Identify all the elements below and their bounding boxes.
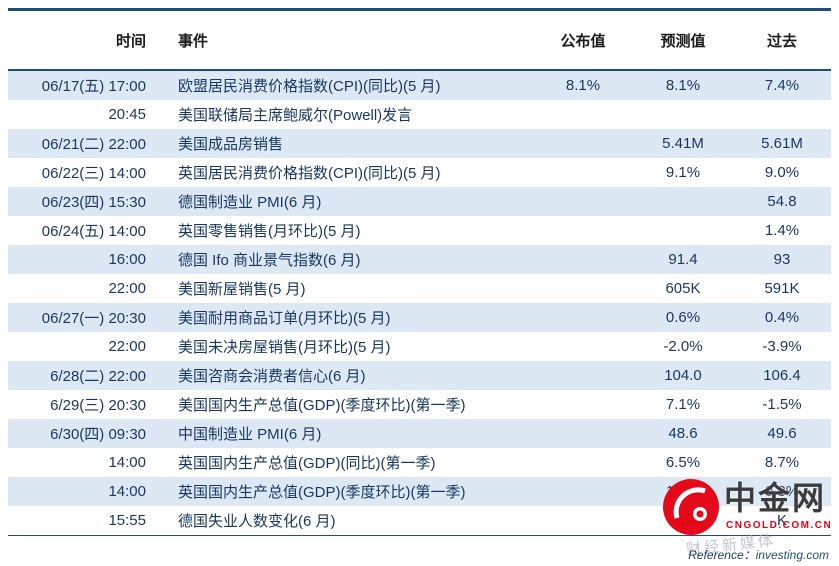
table-row: 14:00 英国国内生产总值(GDP)(季度环比)(第一季) 1.0% 0.8% bbox=[8, 477, 831, 506]
table-row: 6/29(三) 20:30 美国国内生产总值(GDP)(季度环比)(第一季) 7.1… bbox=[8, 390, 831, 419]
cell-forecast: -2.0% bbox=[663, 338, 703, 355]
table-row: 15:55 德国失业人数变化(6 月) -15 K bbox=[8, 506, 831, 535]
cell-time: 6/28(二) 22:00 bbox=[50, 368, 146, 385]
cell-forecast: 48.6 bbox=[668, 425, 698, 442]
column-header-forecast: 预测值 bbox=[660, 32, 706, 50]
cell-time: 06/17(五) 17:00 bbox=[41, 78, 146, 95]
cell-time: 14:00 bbox=[108, 454, 146, 471]
table-body: 06/17(五) 17:00 欧盟居民消费价格指数(CPI)(同比)(5 月) 8.… bbox=[8, 71, 831, 535]
table-row: 6/30(四) 09:30 中国制造业 PMI(6 月) 48.6 49.6 bbox=[8, 419, 831, 448]
table-row: 06/27(一) 20:30 美国耐用商品订单(月环比)(5 月) 0.6% 0.4% bbox=[8, 303, 831, 332]
cell-past: 49.6 bbox=[767, 425, 797, 442]
cell-forecast: 6.5% bbox=[665, 454, 701, 471]
table-header-row: 时间 事件 公布值 预测值 过去 bbox=[8, 11, 831, 71]
cell-forecast: 605K bbox=[665, 280, 701, 297]
column-header-event: 事件 bbox=[178, 32, 209, 50]
cell-event: 美国国内生产总值(GDP)(季度环比)(第一季) bbox=[178, 397, 466, 414]
reference-label: Reference： bbox=[688, 548, 756, 562]
cell-forecast: 1.0% bbox=[665, 483, 701, 500]
cell-past: 8.7% bbox=[764, 454, 800, 471]
cell-past: 0.8% bbox=[764, 483, 800, 500]
table-row: 16:00 德国 Ifo 商业景气指数(6 月) 91.4 93 bbox=[8, 245, 831, 274]
reference-line: Reference：investing.com bbox=[688, 546, 829, 563]
cell-forecast: 5.41M bbox=[662, 135, 704, 152]
cell-event: 美国咨商会消费者信心(6 月) bbox=[178, 368, 366, 385]
cell-time: 06/27(一) 20:30 bbox=[41, 310, 146, 327]
cell-event: 中国制造业 PMI(6 月) bbox=[178, 426, 322, 443]
cell-event: 欧盟居民消费价格指数(CPI)(同比)(5 月) bbox=[178, 78, 441, 95]
reference-link[interactable]: investing.com bbox=[755, 548, 829, 562]
cell-time: 22:00 bbox=[108, 280, 146, 297]
cell-past: 1.4% bbox=[764, 222, 800, 239]
cell-past: 5.61M bbox=[761, 135, 803, 152]
cell-past: -1.5% bbox=[762, 396, 802, 413]
cell-event: 美国未决房屋销售(月环比)(5 月) bbox=[178, 339, 391, 356]
cell-time: 6/29(三) 20:30 bbox=[50, 397, 146, 414]
table-row: 06/23(四) 15:30 德国制造业 PMI(6 月) 54.8 bbox=[8, 187, 831, 216]
table-row: 20:45 美国联储局主席鲍威尔(Powell)发言 bbox=[8, 100, 831, 129]
cell-time: 20:45 bbox=[108, 106, 146, 123]
cell-time: 16:00 bbox=[108, 251, 146, 268]
cell-past: 7.4% bbox=[764, 77, 800, 94]
cell-time: 06/22(三) 14:00 bbox=[41, 165, 146, 182]
cell-past: 9.0% bbox=[764, 164, 800, 181]
cell-forecast: 9.1% bbox=[665, 164, 701, 181]
column-header-announced: 公布值 bbox=[560, 32, 606, 50]
cell-forecast: 8.1% bbox=[665, 77, 701, 94]
table-row: 06/22(三) 14:00 英国居民消费价格指数(CPI)(同比)(5 月) 9.… bbox=[8, 158, 831, 187]
table-row: 22:00 美国未决房屋销售(月环比)(5 月) -2.0% -3.9% bbox=[8, 332, 831, 361]
cell-event: 德国 Ifo 商业景气指数(6 月) bbox=[178, 252, 361, 269]
cell-forecast: 104.0 bbox=[664, 367, 702, 384]
column-header-time: 时间 bbox=[115, 32, 146, 50]
cell-past: 106.4 bbox=[763, 367, 801, 384]
economic-calendar-table: 时间 事件 公布值 预测值 过去 06/17(五) 17:00 欧盟居民消费价格指… bbox=[8, 8, 831, 536]
cell-time: 06/24(五) 14:00 bbox=[41, 223, 146, 240]
cell-event: 美国联储局主席鲍威尔(Powell)发言 bbox=[178, 107, 413, 124]
cell-past: 0.4% bbox=[764, 309, 800, 326]
cell-event: 德国制造业 PMI(6 月) bbox=[178, 194, 322, 211]
cell-event: 英国居民消费价格指数(CPI)(同比)(5 月) bbox=[178, 165, 441, 182]
cell-time: 06/23(四) 15:30 bbox=[41, 194, 146, 211]
cell-event: 英国零售销售(月环比)(5 月) bbox=[178, 223, 361, 240]
cell-event: 英国国内生产总值(GDP)(季度环比)(第一季) bbox=[178, 484, 466, 501]
cell-forecast: -15 bbox=[672, 512, 694, 529]
table-row: 06/24(五) 14:00 英国零售销售(月环比)(5 月) 1.4% bbox=[8, 216, 831, 245]
table-row: 06/21(二) 22:00 美国成品房销售 5.41M 5.61M bbox=[8, 129, 831, 158]
cell-past: 54.8 bbox=[767, 193, 797, 210]
cell-event: 美国新屋销售(5 月) bbox=[178, 281, 306, 298]
cell-forecast: 7.1% bbox=[665, 396, 701, 413]
cell-event: 美国耐用商品订单(月环比)(5 月) bbox=[178, 310, 391, 327]
table-row: 22:00 美国新屋销售(5 月) 605K 591K bbox=[8, 274, 831, 303]
table-row: 14:00 英国国内生产总值(GDP)(同比)(第一季) 6.5% 8.7% bbox=[8, 448, 831, 477]
cell-time: 06/21(二) 22:00 bbox=[41, 136, 146, 153]
table-row: 6/28(二) 22:00 美国咨商会消费者信心(6 月) 104.0 106.4 bbox=[8, 361, 831, 390]
cell-past: 93 bbox=[773, 251, 791, 268]
column-header-past: 过去 bbox=[766, 32, 797, 50]
cell-time: 6/30(四) 09:30 bbox=[50, 426, 146, 443]
cell-event: 德国失业人数变化(6 月) bbox=[178, 513, 336, 530]
cell-time: 15:55 bbox=[108, 512, 146, 529]
table-row: 06/17(五) 17:00 欧盟居民消费价格指数(CPI)(同比)(5 月) 8.… bbox=[8, 71, 831, 100]
cell-time: 22:00 bbox=[108, 338, 146, 355]
cell-past: -3.9% bbox=[762, 338, 802, 355]
cell-announced: 8.1% bbox=[565, 77, 601, 94]
cell-past: 591K bbox=[764, 280, 800, 297]
cell-event: 美国成品房销售 bbox=[178, 136, 284, 153]
cell-past: K bbox=[776, 512, 787, 529]
cell-time: 14:00 bbox=[108, 483, 146, 500]
cell-event: 英国国内生产总值(GDP)(同比)(第一季) bbox=[178, 455, 436, 472]
cell-forecast: 91.4 bbox=[668, 251, 698, 268]
cell-forecast: 0.6% bbox=[665, 309, 701, 326]
